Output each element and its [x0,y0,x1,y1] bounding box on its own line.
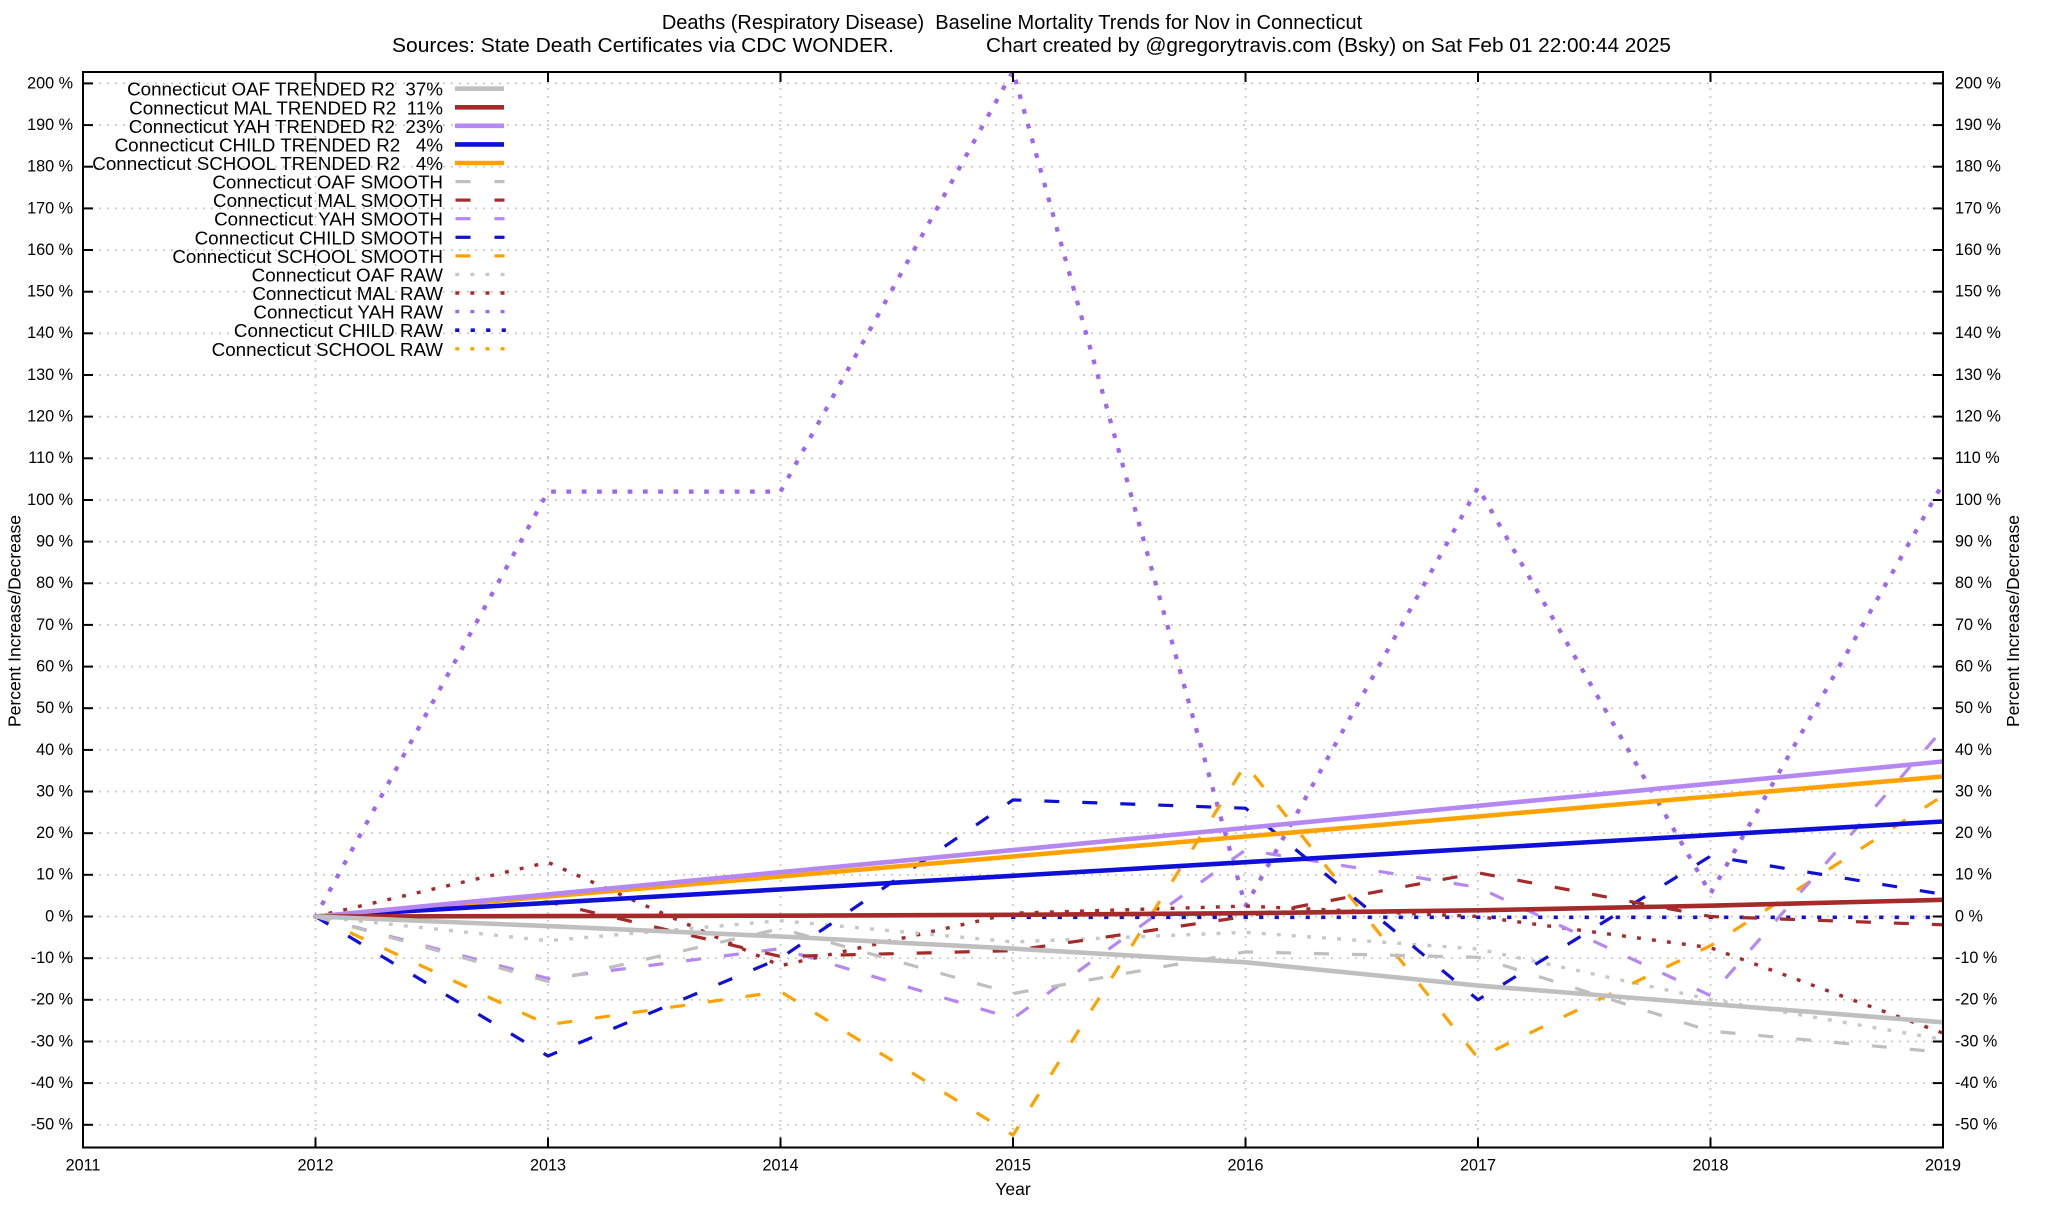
svg-text:Connecticut YAH SMOOTH: Connecticut YAH SMOOTH [214,209,443,230]
svg-text:170 %: 170 % [27,199,73,217]
svg-text:120 %: 120 % [27,408,73,426]
svg-text:2017: 2017 [1460,1157,1496,1175]
svg-text:200 %: 200 % [27,74,73,92]
svg-text:Connecticut OAF SMOOTH: Connecticut OAF SMOOTH [212,172,443,193]
svg-text:180 %: 180 % [1955,158,2001,176]
svg-text:110 %: 110 % [28,449,73,467]
svg-text:2016: 2016 [1227,1157,1263,1175]
svg-text:Connecticut OAF TRENDED R2 37: Connecticut OAF TRENDED R2 37% [127,79,443,100]
svg-text:Connecticut MAL TRENDED R2 11: Connecticut MAL TRENDED R2 11% [129,97,443,118]
svg-text:70 %: 70 % [36,616,73,634]
svg-text:160 %: 160 % [27,241,73,259]
svg-text:Connecticut MAL SMOOTH: Connecticut MAL SMOOTH [213,190,443,211]
svg-text:0 %: 0 % [45,907,73,925]
svg-text:60 %: 60 % [1955,658,1992,676]
svg-text:-40 %: -40 % [1955,1074,1997,1092]
svg-text:20 %: 20 % [1955,824,1992,842]
svg-text:-10 %: -10 % [1955,949,1997,967]
svg-text:Connecticut CHILD SMOOTH: Connecticut CHILD SMOOTH [195,227,443,248]
svg-text:Connecticut OAF RAW: Connecticut OAF RAW [252,264,444,285]
svg-text:Connecticut YAH RAW: Connecticut YAH RAW [253,302,443,323]
svg-text:Connecticut YAH TRENDED R2 23: Connecticut YAH TRENDED R2 23% [129,116,443,137]
svg-text:Connecticut CHILD TRENDED R2: Connecticut CHILD TRENDED R2 4% [115,134,444,155]
svg-text:80 %: 80 % [1955,574,1992,592]
svg-text:20 %: 20 % [36,824,73,842]
svg-text:-20 %: -20 % [31,991,73,1009]
svg-text:190 %: 190 % [1955,116,2001,134]
svg-text:Connecticut SCHOOL SMOOTH: Connecticut SCHOOL SMOOTH [172,246,443,267]
svg-text:Percent Increase/Decrease: Percent Increase/Decrease [2003,515,2023,727]
svg-text:50 %: 50 % [1955,699,1992,717]
svg-text:-10 %: -10 % [31,949,73,967]
svg-text:70 %: 70 % [1955,616,1992,634]
svg-text:50 %: 50 % [36,699,73,717]
svg-text:100 %: 100 % [27,491,73,509]
svg-text:200 %: 200 % [1955,74,2001,92]
svg-text:150 %: 150 % [27,283,73,301]
svg-text:2014: 2014 [762,1157,798,1175]
svg-text:120 %: 120 % [1955,408,2001,426]
svg-text:130 %: 130 % [1955,366,2001,384]
svg-text:90 %: 90 % [1955,533,1992,551]
svg-text:170 %: 170 % [1955,199,2001,217]
svg-text:2015: 2015 [995,1157,1031,1175]
svg-text:Year: Year [995,1179,1031,1199]
svg-text:80 %: 80 % [36,574,73,592]
svg-text:Deaths (Respiratory Disease): Deaths (Respiratory Disease) Baseline Mo… [662,12,1363,34]
svg-text:30 %: 30 % [1955,782,1992,800]
svg-text:2011: 2011 [66,1157,101,1175]
svg-text:Sources: State Death Certifica: Sources: State Death Certificates via CD… [392,35,894,57]
svg-text:-40 %: -40 % [31,1074,73,1092]
svg-text:110 %: 110 % [1955,449,2000,467]
svg-text:40 %: 40 % [36,741,73,759]
svg-text:140 %: 140 % [27,324,73,342]
svg-text:30 %: 30 % [36,782,73,800]
svg-text:Connecticut SCHOOL TRENDED R2: Connecticut SCHOOL TRENDED R2 4% [92,153,443,174]
svg-text:40 %: 40 % [1955,741,1992,759]
svg-text:10 %: 10 % [36,866,73,884]
svg-text:Percent Increase/Decrease: Percent Increase/Decrease [5,515,25,727]
svg-text:Connecticut CHILD RAW: Connecticut CHILD RAW [234,320,443,341]
svg-text:2012: 2012 [297,1157,333,1175]
svg-text:0 %: 0 % [1955,907,1983,925]
svg-text:Connecticut SCHOOL RAW: Connecticut SCHOOL RAW [212,339,444,360]
svg-text:10 %: 10 % [1955,866,1992,884]
svg-text:-50 %: -50 % [31,1116,73,1134]
svg-text:-50 %: -50 % [1955,1116,1997,1134]
svg-text:-30 %: -30 % [1955,1032,1997,1050]
svg-text:Chart created by @gregorytravi: Chart created by @gregorytravis.com (Bsk… [986,35,1671,57]
svg-text:90 %: 90 % [36,533,73,551]
svg-text:-30 %: -30 % [31,1032,73,1050]
svg-text:-20 %: -20 % [1955,991,1997,1009]
svg-text:100 %: 100 % [1955,491,2001,509]
svg-text:140 %: 140 % [1955,324,2001,342]
svg-text:2013: 2013 [530,1157,566,1175]
svg-text:60 %: 60 % [36,658,73,676]
svg-text:2018: 2018 [1692,1157,1728,1175]
svg-text:150 %: 150 % [1955,283,2001,301]
svg-text:180 %: 180 % [27,158,73,176]
svg-text:160 %: 160 % [1955,241,2001,259]
svg-text:130 %: 130 % [27,366,73,384]
svg-text:Connecticut MAL RAW: Connecticut MAL RAW [252,283,443,304]
svg-text:2019: 2019 [1925,1157,1961,1175]
svg-text:190 %: 190 % [27,116,73,134]
